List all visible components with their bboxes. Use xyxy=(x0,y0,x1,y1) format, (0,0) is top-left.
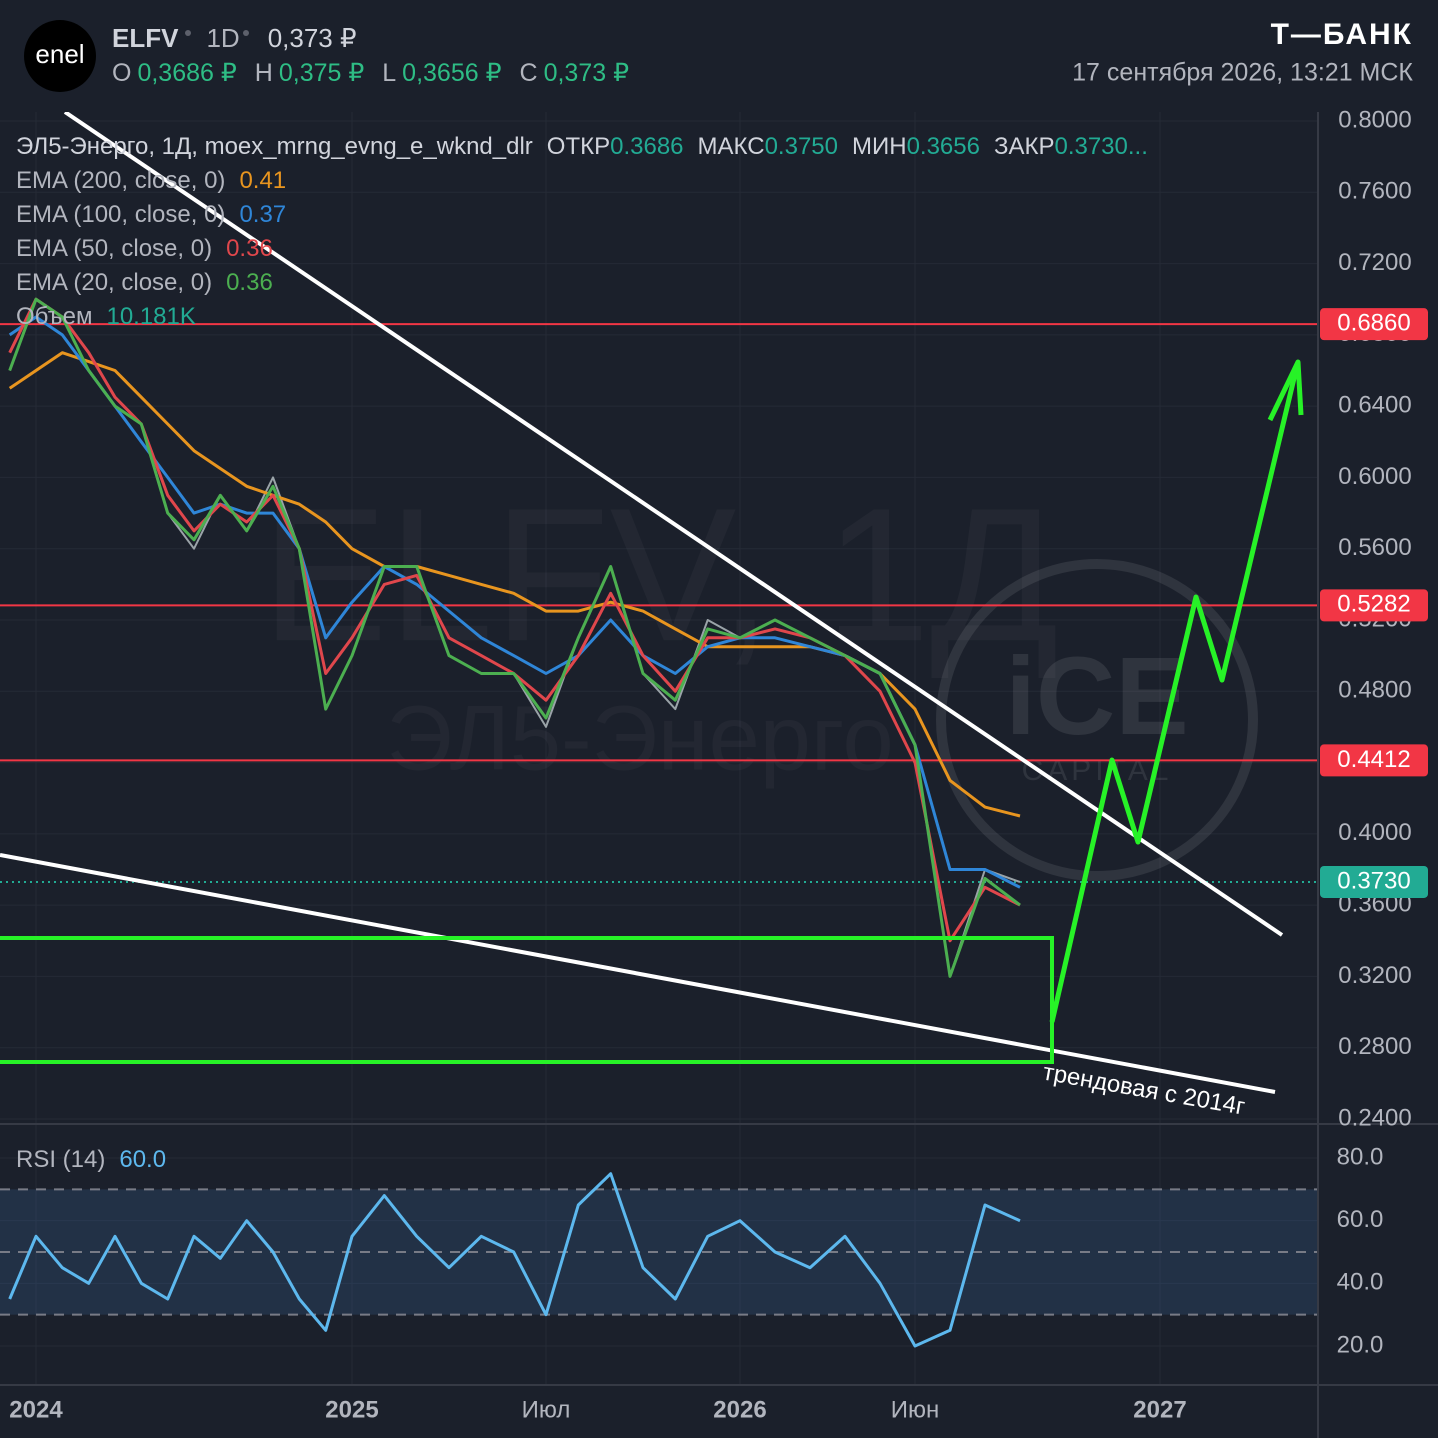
dot xyxy=(185,30,191,36)
legend-ohlc-label: МИН xyxy=(852,133,907,160)
y-tick-label: 60.0 xyxy=(1337,1206,1384,1233)
legend: ЭЛ5-Энерго, 1Д, moex_mrng_evng_e_wknd_dl… xyxy=(16,133,1148,330)
series-line xyxy=(8,1172,1021,1348)
legend-ohlc-label: ОТКР xyxy=(547,133,610,160)
grid xyxy=(0,112,1318,1385)
legend-ohlc-value: 0.3656 xyxy=(907,133,980,160)
y-tick-label: 0.4000 xyxy=(1338,819,1411,846)
legend-entry: EMA (20, close, 0) 0.36 xyxy=(16,269,273,296)
ohlc-value: 0,3656 ₽ xyxy=(402,59,501,87)
level-tag xyxy=(1320,865,1428,898)
support-zone xyxy=(0,936,1054,1064)
level-label: 0.4412 xyxy=(1337,746,1410,773)
legend-ohlc-value: 0.3686 xyxy=(610,133,683,160)
y-tick-label: 0.8000 xyxy=(1338,106,1411,133)
y-tick-label: 80.0 xyxy=(1337,1143,1384,1170)
x-tick-label: Июл xyxy=(522,1396,571,1423)
ohlc-value: 0,375 ₽ xyxy=(279,59,365,87)
header: enel ELFV 1D 0,373 ₽ Т—БАНК 17 сентября 20… xyxy=(24,18,1413,92)
legend-ohlc-value: 0.3750 xyxy=(765,133,838,160)
y-tick-label: 0.6400 xyxy=(1338,391,1411,418)
logo-circle xyxy=(24,20,96,92)
legend-ohlc-value: 0.3730... xyxy=(1054,133,1147,160)
ticker: ELFV xyxy=(112,23,179,53)
y-tick-label: 40.0 xyxy=(1337,1269,1384,1296)
x-tick-label: 2026 xyxy=(713,1396,766,1423)
level-label: 0.6860 xyxy=(1337,310,1410,337)
legend-value: 0.37 xyxy=(239,201,286,228)
price-pane xyxy=(0,297,1318,978)
watermark-logo: iCE xyxy=(1005,635,1188,758)
rsi-lines xyxy=(8,1172,1021,1348)
legend-name: EMA (200, close, 0) xyxy=(16,167,225,194)
logo-text: enel xyxy=(35,39,84,69)
legend-name: EMA (100, close, 0) xyxy=(16,201,225,228)
brand: Т—БАНК xyxy=(1271,18,1413,51)
y-tick-label: 0.6000 xyxy=(1338,463,1411,490)
trendline xyxy=(63,112,1284,937)
interval: 1D xyxy=(206,23,239,53)
ohlc-label: C xyxy=(520,59,538,87)
y-tick-label: 20.0 xyxy=(1337,1331,1384,1358)
y-tick-label: 0.2800 xyxy=(1338,1033,1411,1060)
rsi-title: RSI (14) xyxy=(16,1146,105,1173)
legend-title-line: ЭЛ5-Энерго, 1Д, moex_mrng_evng_e_wknd_dl… xyxy=(16,133,1148,160)
legend-entry: EMA (50, close, 0) 0.36 xyxy=(16,235,273,262)
rsi-value: 60.0 xyxy=(119,1146,166,1173)
legend-ohlc-label: ЗАКР xyxy=(994,133,1055,160)
legend-value: 0.36 xyxy=(226,269,273,296)
ohlc-value: 0,373 ₽ xyxy=(544,59,630,87)
level-tag xyxy=(1320,744,1428,777)
y-tick-label: 0.7200 xyxy=(1338,249,1411,276)
y-tick-label: 0.2400 xyxy=(1338,1104,1411,1131)
level-tag xyxy=(1320,589,1428,622)
ohlc-line: O 0,3686 ₽ H 0,375 ₽ L 0,3656 ₽ C 0,373 ₽ xyxy=(112,59,629,87)
dot xyxy=(243,30,249,36)
legend-entry: Объем 10.181K xyxy=(16,303,196,330)
forecast-arrow xyxy=(1049,369,1299,1023)
watermark-ring xyxy=(936,559,1258,881)
price: 0,373 ₽ xyxy=(268,23,357,53)
trendline xyxy=(0,853,1276,1094)
watermark: ELFV, 1Д ЭЛ5-Энерго iCE CAPITAL xyxy=(386,559,1258,881)
legend-name: EMA (20, close, 0) xyxy=(16,269,212,296)
x-tick-label: Июн xyxy=(891,1396,940,1423)
header-line: ELFV 1D 0,373 ₽ xyxy=(112,23,357,53)
ohlc-label: L xyxy=(382,59,396,87)
rsi-pane: RSI (14) 60.0 xyxy=(0,1146,1318,1348)
level-label: 0.3730 xyxy=(1337,867,1410,894)
ohlc-label: H xyxy=(255,59,273,87)
series-line xyxy=(8,297,1021,978)
level-label: 0.5282 xyxy=(1337,591,1410,618)
ohlc-value: 0,3686 ₽ xyxy=(137,59,236,87)
y-tick-label: 0.5600 xyxy=(1338,534,1411,561)
watermark-logo-sub: CAPITAL xyxy=(1022,754,1173,787)
legend-value: 0.36 xyxy=(226,235,273,262)
legend-value: 0.41 xyxy=(239,167,286,194)
rsi-legend: RSI (14) 60.0 xyxy=(16,1146,166,1173)
legend-name: EMA (50, close, 0) xyxy=(16,235,212,262)
level-tag xyxy=(1320,308,1428,341)
x-tick-label: 2024 xyxy=(9,1396,63,1423)
watermark-name: ЭЛ5-Энерго xyxy=(386,687,893,789)
ohlc-label: O xyxy=(112,59,131,87)
x-tick-label: 2025 xyxy=(325,1396,378,1423)
arrow-head xyxy=(1267,359,1304,422)
axes: 0.80000.76000.72000.68000.64000.60000.56… xyxy=(9,106,1428,1423)
y-tick-label: 0.7600 xyxy=(1338,178,1411,205)
legend-entry: EMA (200, close, 0) 0.41 xyxy=(16,167,286,194)
datetime: 17 сентября 2026, 13:21 МСК xyxy=(1072,59,1413,87)
legend-entry: EMA (100, close, 0) 0.37 xyxy=(16,201,286,228)
y-tick-label: 0.3200 xyxy=(1338,962,1411,989)
legend-ohlc-label: МАКС xyxy=(698,133,765,160)
legend-title: ЭЛ5-Энерго, 1Д, moex_mrng_evng_e_wknd_dl… xyxy=(16,133,533,160)
x-tick-label: 2027 xyxy=(1133,1396,1186,1423)
y-tick-label: 0.4800 xyxy=(1338,677,1411,704)
legend-name: Объем xyxy=(16,303,92,330)
legend-value: 10.181K xyxy=(106,303,195,330)
